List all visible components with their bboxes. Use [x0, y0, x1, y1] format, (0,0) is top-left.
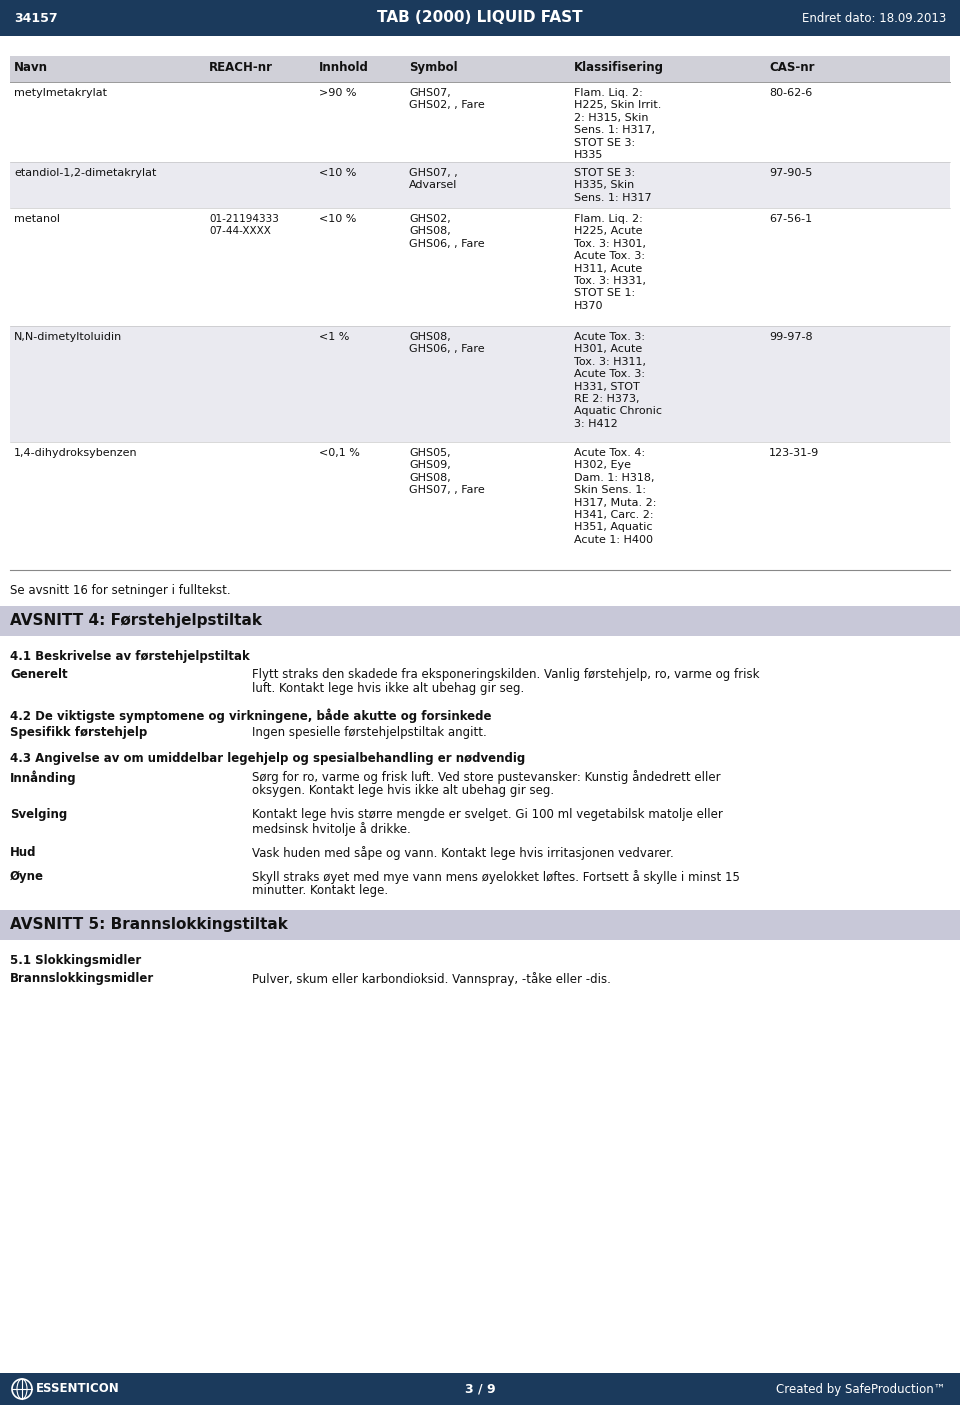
Text: Flytt straks den skadede fra eksponeringskilden. Vanlig førstehjelp, ro, varme o: Flytt straks den skadede fra eksponering…	[252, 667, 759, 681]
Bar	[10, 56, 950, 81]
Text: 34157: 34157	[14, 11, 58, 24]
Bar	[10, 443, 950, 570]
Text: 1,4-dihydroksybenzen: 1,4-dihydroksybenzen	[14, 448, 137, 458]
Text: 4.1 Beskrivelse av førstehjelpstiltak: 4.1 Beskrivelse av førstehjelpstiltak	[10, 651, 250, 663]
Text: Flam. Liq. 2:
H225, Skin Irrit.
2: H315, Skin
Sens. 1: H317,
STOT SE 3:
H335: Flam. Liq. 2: H225, Skin Irrit. 2: H315,…	[574, 89, 661, 160]
Text: oksygen. Kontakt lege hvis ikke alt ubehag gir seg.: oksygen. Kontakt lege hvis ikke alt ubeh…	[252, 784, 554, 797]
Bar	[0, 0, 960, 37]
Text: medsinsk hvitolje å drikke.: medsinsk hvitolje å drikke.	[252, 822, 411, 836]
Text: Spesifikk førstehjelp: Spesifikk førstehjelp	[10, 726, 147, 739]
Text: Skyll straks øyet med mye vann mens øyelokket løftes. Fortsett å skylle i minst : Skyll straks øyet med mye vann mens øyel…	[252, 870, 740, 884]
Text: GHS08,
GHS06, , Fare: GHS08, GHS06, , Fare	[409, 332, 485, 354]
Text: Generelt: Generelt	[10, 667, 67, 681]
Text: >90 %: >90 %	[319, 89, 356, 98]
Bar	[10, 326, 950, 443]
Text: Acute Tox. 4:
H302, Eye
Dam. 1: H318,
Skin Sens. 1:
H317, Muta. 2:
H341, Carc. 2: Acute Tox. 4: H302, Eye Dam. 1: H318, Sk…	[574, 448, 657, 545]
Text: Klassifisering: Klassifisering	[574, 60, 664, 74]
Text: TAB (2000) LIQUID FAST: TAB (2000) LIQUID FAST	[377, 10, 583, 25]
Bar	[0, 1373, 960, 1405]
Text: AVSNITT 5: Brannslokkingstiltak: AVSNITT 5: Brannslokkingstiltak	[10, 917, 288, 933]
Text: 67-56-1: 67-56-1	[769, 214, 812, 223]
Text: Kontakt lege hvis større mengde er svelget. Gi 100 ml vegetabilsk matolje eller: Kontakt lege hvis større mengde er svelg…	[252, 808, 723, 821]
Bar	[10, 208, 950, 326]
Text: minutter. Kontakt lege.: minutter. Kontakt lege.	[252, 884, 388, 896]
Text: Created by SafeProduction™: Created by SafeProduction™	[777, 1383, 946, 1395]
Text: <0,1 %: <0,1 %	[319, 448, 360, 458]
Text: Se avsnitt 16 for setninger i fulltekst.: Se avsnitt 16 for setninger i fulltekst.	[10, 584, 230, 597]
Text: metylmetakrylat: metylmetakrylat	[14, 89, 107, 98]
Text: N,N-dimetyltoluidin: N,N-dimetyltoluidin	[14, 332, 122, 341]
Text: 80-62-6: 80-62-6	[769, 89, 812, 98]
Text: Sørg for ro, varme og frisk luft. Ved store pustevansker: Kunstig åndedrett elle: Sørg for ro, varme og frisk luft. Ved st…	[252, 770, 721, 784]
Text: Navn: Navn	[14, 60, 48, 74]
Text: GHS05,
GHS09,
GHS08,
GHS07, , Fare: GHS05, GHS09, GHS08, GHS07, , Fare	[409, 448, 485, 495]
Text: <1 %: <1 %	[319, 332, 349, 341]
Text: 5.1 Slokkingsmidler: 5.1 Slokkingsmidler	[10, 954, 141, 967]
Text: Vask huden med såpe og vann. Kontakt lege hvis irritasjonen vedvarer.: Vask huden med såpe og vann. Kontakt leg…	[252, 846, 674, 860]
Text: GHS02,
GHS08,
GHS06, , Fare: GHS02, GHS08, GHS06, , Fare	[409, 214, 485, 249]
Text: REACH-nr: REACH-nr	[209, 60, 273, 74]
Text: Pulver, skum eller karbondioksid. Vannspray, -tåke eller -dis.: Pulver, skum eller karbondioksid. Vannsp…	[252, 972, 611, 986]
Bar	[0, 910, 960, 940]
Text: luft. Kontakt lege hvis ikke alt ubehag gir seg.: luft. Kontakt lege hvis ikke alt ubehag …	[252, 681, 524, 695]
Text: Endret dato: 18.09.2013: Endret dato: 18.09.2013	[802, 11, 946, 24]
Text: STOT SE 3:
H335, Skin
Sens. 1: H317: STOT SE 3: H335, Skin Sens. 1: H317	[574, 169, 652, 202]
Text: <10 %: <10 %	[319, 169, 356, 178]
Text: 01-21194333
07-44-XXXX: 01-21194333 07-44-XXXX	[209, 214, 278, 236]
Text: Ingen spesielle førstehjelpstiltak angitt.: Ingen spesielle førstehjelpstiltak angit…	[252, 726, 487, 739]
Text: 97-90-5: 97-90-5	[769, 169, 812, 178]
Text: 123-31-9: 123-31-9	[769, 448, 819, 458]
Text: GHS07, ,
Advarsel: GHS07, , Advarsel	[409, 169, 458, 191]
Bar	[10, 81, 950, 162]
Text: Hud: Hud	[10, 846, 36, 858]
Text: Brannslokkingsmidler: Brannslokkingsmidler	[10, 972, 155, 985]
Text: GHS07,
GHS02, , Fare: GHS07, GHS02, , Fare	[409, 89, 485, 111]
Text: AVSNITT 4: Førstehjelpstiltak: AVSNITT 4: Førstehjelpstiltak	[10, 614, 262, 628]
Text: Symbol: Symbol	[409, 60, 458, 74]
Text: Øyne: Øyne	[10, 870, 44, 882]
Text: etandiol-1,2-dimetakrylat: etandiol-1,2-dimetakrylat	[14, 169, 156, 178]
Text: <10 %: <10 %	[319, 214, 356, 223]
Text: Innhold: Innhold	[319, 60, 369, 74]
Text: ESSENTICON: ESSENTICON	[36, 1383, 120, 1395]
Text: metanol: metanol	[14, 214, 60, 223]
Text: Svelging: Svelging	[10, 808, 67, 821]
Text: 3 / 9: 3 / 9	[465, 1383, 495, 1395]
Text: CAS-nr: CAS-nr	[769, 60, 814, 74]
Text: 99-97-8: 99-97-8	[769, 332, 812, 341]
Text: Acute Tox. 3:
H301, Acute
Tox. 3: H311,
Acute Tox. 3:
H331, STOT
RE 2: H373,
Aqu: Acute Tox. 3: H301, Acute Tox. 3: H311, …	[574, 332, 662, 429]
Text: 4.2 De viktigste symptomene og virkningene, både akutte og forsinkede: 4.2 De viktigste symptomene og virkninge…	[10, 708, 492, 722]
Bar	[0, 606, 960, 636]
Text: Innånding: Innånding	[10, 770, 77, 784]
Text: 4.3 Angivelse av om umiddelbar legehjelp og spesialbehandling er nødvendig: 4.3 Angivelse av om umiddelbar legehjelp…	[10, 752, 525, 764]
Bar	[10, 162, 950, 208]
Text: Flam. Liq. 2:
H225, Acute
Tox. 3: H301,
Acute Tox. 3:
H311, Acute
Tox. 3: H331,
: Flam. Liq. 2: H225, Acute Tox. 3: H301, …	[574, 214, 646, 311]
